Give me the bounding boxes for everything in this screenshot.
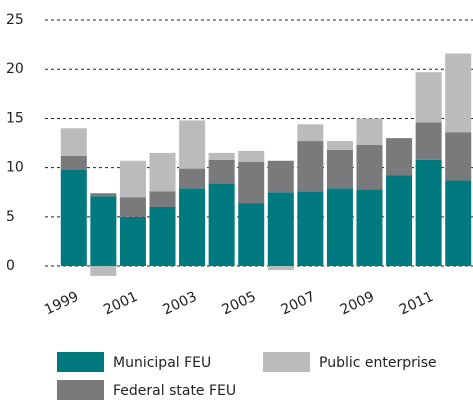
bar-segment <box>208 152 235 160</box>
y-tick-label: 10 <box>6 160 24 176</box>
y-tick-label: 0 <box>6 258 15 274</box>
bar-segment <box>356 118 383 146</box>
x-tick-label: 2005 <box>220 289 259 319</box>
y-tick-label: 25 <box>6 12 24 28</box>
bar-segment <box>119 160 146 198</box>
x-tick-label: 2007 <box>279 289 318 319</box>
bar-segment <box>326 188 353 267</box>
bar-segment <box>149 207 176 267</box>
bar-segment <box>415 72 442 123</box>
legend-swatch <box>57 380 104 400</box>
bar-segment <box>356 189 383 267</box>
x-tick-label: 1999 <box>42 289 81 319</box>
bar-segment <box>326 149 353 189</box>
bar-segment <box>208 159 235 184</box>
y-tick-label: 5 <box>6 209 15 225</box>
bar-segment <box>179 120 206 169</box>
x-tick-label: 2001 <box>101 289 140 319</box>
legend-swatch <box>57 352 104 372</box>
bar-segment <box>179 168 206 189</box>
bar-segment <box>90 193 117 197</box>
bar-segment <box>445 132 472 181</box>
legend-label: Public enterprise <box>319 355 437 371</box>
bar-segment <box>445 180 472 267</box>
x-tick-label: 2011 <box>397 289 436 319</box>
bar-segment <box>415 159 442 267</box>
bar-segment <box>238 161 265 204</box>
y-tick-label: 20 <box>6 61 24 77</box>
bar-segment <box>149 152 176 192</box>
bar-segment <box>445 53 472 133</box>
bar-segment <box>238 203 265 267</box>
bar-segment <box>90 266 117 276</box>
legend-swatch <box>263 352 310 372</box>
bar-segment <box>60 128 87 156</box>
bar-segment <box>386 138 413 176</box>
legend-label: Municipal FEU <box>113 355 211 371</box>
bar-segment <box>326 141 353 150</box>
bar-segment <box>60 155 87 170</box>
bar-segment <box>267 266 294 270</box>
bar-segment <box>208 183 235 267</box>
bar-segment <box>297 141 324 192</box>
bar-segment <box>179 188 206 267</box>
bar-segment <box>60 169 87 267</box>
x-tick-label: 2009 <box>338 289 377 319</box>
bar-segment <box>297 124 324 142</box>
bar-segment <box>356 145 383 190</box>
bar-segment <box>415 122 442 160</box>
bar-segment <box>90 196 117 267</box>
y-tick-label: 15 <box>6 110 24 126</box>
bar-segment <box>149 191 176 207</box>
legend-label: Federal state FEU <box>113 383 236 399</box>
x-tick-label: 2003 <box>160 289 199 319</box>
bar-segment <box>386 175 413 267</box>
bar-segment <box>238 150 265 162</box>
bar-segment <box>267 160 294 193</box>
bar-segment <box>119 216 146 267</box>
bar-segment <box>267 192 294 267</box>
bar-segment <box>297 191 324 267</box>
bar-segment <box>119 197 146 217</box>
